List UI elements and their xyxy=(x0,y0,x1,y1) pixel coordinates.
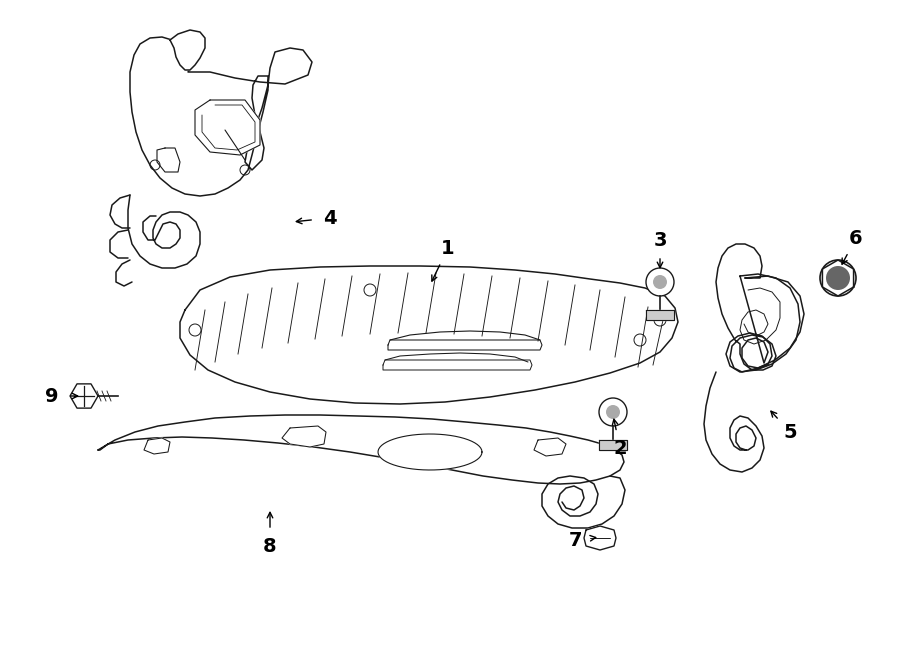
Polygon shape xyxy=(157,148,180,172)
Text: 3: 3 xyxy=(653,231,667,249)
Polygon shape xyxy=(195,100,260,155)
Text: 7: 7 xyxy=(569,531,583,549)
Polygon shape xyxy=(646,310,674,320)
Polygon shape xyxy=(144,438,170,454)
Polygon shape xyxy=(170,30,205,70)
Text: 4: 4 xyxy=(323,208,337,227)
Polygon shape xyxy=(383,360,532,370)
Polygon shape xyxy=(388,340,542,350)
Text: 8: 8 xyxy=(263,537,277,555)
Polygon shape xyxy=(716,244,804,372)
Circle shape xyxy=(653,275,667,289)
Polygon shape xyxy=(534,438,566,456)
Polygon shape xyxy=(726,274,800,372)
Circle shape xyxy=(820,260,856,296)
Circle shape xyxy=(606,405,620,419)
Text: 1: 1 xyxy=(441,239,454,258)
Polygon shape xyxy=(599,440,627,450)
Text: 2: 2 xyxy=(613,438,626,457)
Circle shape xyxy=(646,268,674,296)
Circle shape xyxy=(826,266,850,290)
Text: 5: 5 xyxy=(783,422,796,442)
Circle shape xyxy=(599,398,627,426)
Text: 9: 9 xyxy=(45,387,58,405)
Polygon shape xyxy=(70,384,98,408)
Polygon shape xyxy=(584,526,616,550)
Polygon shape xyxy=(378,434,482,470)
Text: 6: 6 xyxy=(850,229,863,247)
Polygon shape xyxy=(98,415,624,484)
Polygon shape xyxy=(180,266,678,404)
Polygon shape xyxy=(130,37,312,196)
Polygon shape xyxy=(282,426,326,447)
